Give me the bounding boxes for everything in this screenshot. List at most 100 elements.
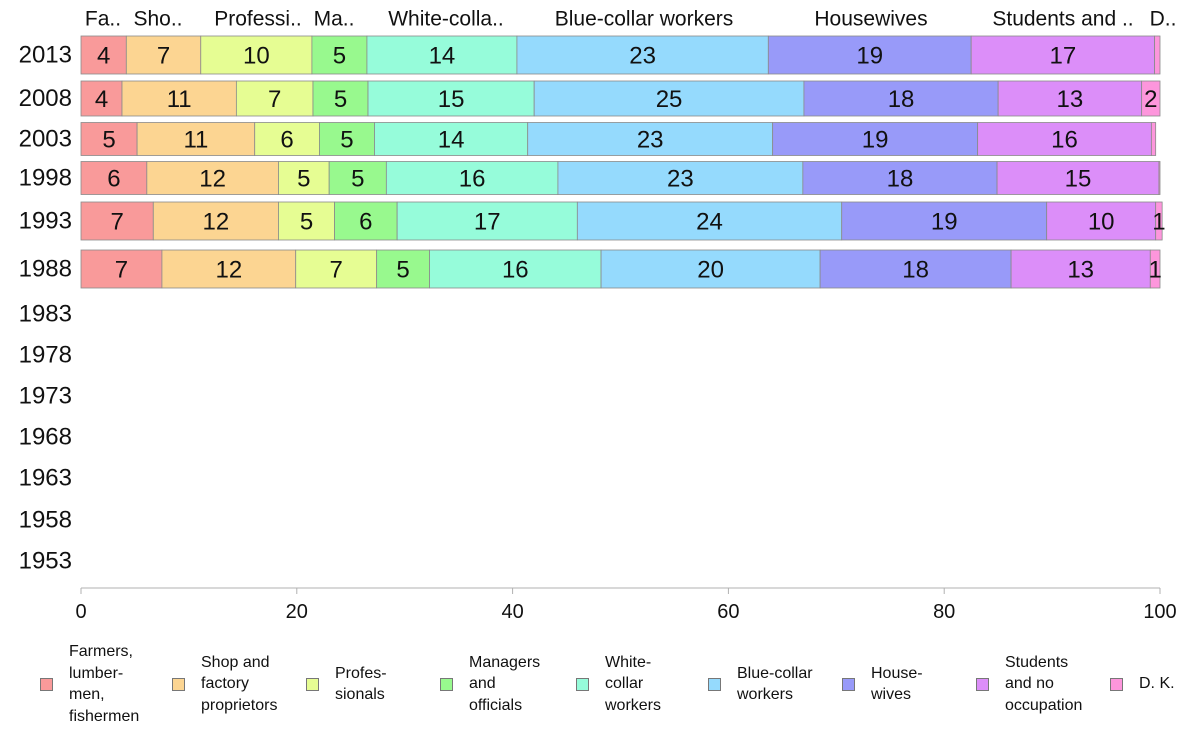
x-tick-label: 60 [717, 601, 739, 623]
bar-segment [80, 80, 123, 117]
data-label: 6 [107, 166, 120, 193]
bar-segment [819, 249, 1012, 289]
legend-swatch [172, 677, 185, 691]
data-label: 15 [438, 86, 465, 113]
legend-item: Blue-collar workers [708, 644, 813, 724]
bar-segment [516, 35, 769, 75]
bar-segment [367, 80, 535, 117]
bar-segment [396, 201, 578, 241]
bar-segment [319, 122, 375, 156]
data-label: 5 [297, 166, 310, 193]
y-tick-label: 1953 [19, 548, 72, 575]
bar-segment [1158, 161, 1161, 195]
data-label: 2 [1144, 86, 1157, 113]
y-tick-label: 1973 [19, 383, 72, 410]
legend-swatch [306, 677, 319, 691]
legend-item: Managers and officials [440, 644, 540, 724]
column-header: Housewives [814, 8, 927, 31]
bar-segment [328, 161, 387, 195]
bar-segment [997, 80, 1143, 117]
data-label: 7 [268, 86, 281, 113]
data-label: 18 [902, 257, 929, 284]
bar-segment [146, 161, 279, 195]
data-label: 5 [351, 166, 364, 193]
bar-segment [1150, 122, 1157, 156]
legend-swatch [976, 677, 989, 691]
legend-swatch [440, 677, 453, 691]
legend-swatch [40, 677, 53, 691]
x-tick-label: 20 [286, 601, 308, 623]
legend-swatch [576, 677, 589, 691]
data-label: 15 [1065, 166, 1092, 193]
data-label: 20 [697, 257, 724, 284]
data-label: 4 [95, 86, 108, 113]
bar-segment [429, 249, 602, 289]
legend-label: Shop and factory proprietors [201, 653, 278, 714]
y-tick-label: 1998 [19, 165, 72, 192]
legend-label: Blue-collar workers [737, 664, 813, 704]
data-label: 5 [102, 127, 115, 154]
bar-segment [1141, 80, 1161, 117]
bar-segment [80, 201, 154, 241]
column-header: Sho.. [133, 8, 182, 31]
bar-segment [278, 161, 330, 195]
column-header: Professi.. [214, 8, 302, 31]
bar-segment [385, 161, 559, 195]
bar-segment [278, 201, 335, 241]
data-label: 11 [167, 86, 192, 113]
bar-segment [80, 35, 127, 75]
bar-segment [977, 122, 1152, 156]
bar-segment [600, 249, 821, 289]
bar-segment [80, 161, 148, 195]
data-label: 19 [856, 43, 883, 70]
x-tick-label: 80 [933, 601, 955, 623]
data-label: 13 [1057, 86, 1084, 113]
y-tick-label: 2008 [19, 85, 72, 112]
data-label: 24 [696, 209, 723, 236]
bar-segment [254, 122, 320, 156]
legend-label: Profes- sionals [335, 664, 387, 704]
y-tick-label: 1963 [19, 465, 72, 492]
y-tick-label: 1968 [19, 424, 72, 451]
legend-label: White- collar workers [605, 653, 662, 714]
legend-label: D. K. [1139, 675, 1175, 693]
y-tick-label: 1958 [19, 507, 72, 534]
bar-segment [125, 35, 202, 75]
data-label: 13 [1067, 257, 1094, 284]
legend-label: Farmers, lumber- men, fishermen [69, 643, 140, 725]
x-tick-label: 40 [501, 601, 523, 623]
x-tick-label: 100 [1143, 601, 1176, 623]
legend: Farmers, lumber- men, fishermen Shop and … [0, 643, 1188, 725]
bar-segment [576, 201, 843, 241]
legend-label: Students and no occupation [1005, 653, 1083, 714]
data-label: 16 [459, 166, 486, 193]
data-label: 7 [330, 257, 343, 284]
data-label: 18 [887, 166, 914, 193]
data-label: 5 [334, 86, 347, 113]
data-label: 16 [1051, 127, 1078, 154]
bar-segment [772, 122, 979, 156]
data-label: 4 [97, 43, 110, 70]
column-header: Ma.. [314, 8, 355, 31]
bar-segment [136, 122, 256, 156]
legend-item: White- collar workers [576, 644, 661, 724]
column-header: Fa.. [85, 8, 121, 31]
y-tick-label: 1993 [19, 208, 72, 235]
legend-item: Shop and factory proprietors [172, 644, 277, 724]
legend-swatch [708, 677, 721, 691]
x-tick-label: 0 [75, 601, 86, 623]
column-header: Students and .. [992, 8, 1133, 31]
data-label: 11 [183, 127, 208, 154]
bar-segment [80, 122, 138, 156]
column-header: D.. [1150, 8, 1177, 31]
y-tick-label: 1978 [19, 342, 72, 369]
bar-segment [557, 161, 804, 195]
data-label: 12 [199, 166, 226, 193]
data-label: 19 [931, 209, 958, 236]
data-label: 14 [438, 127, 465, 154]
data-label: 5 [340, 127, 353, 154]
data-label: 23 [667, 166, 694, 193]
data-label: 5 [300, 209, 313, 236]
bar-segment [803, 80, 999, 117]
legend-item: Farmers, lumber- men, fishermen [40, 643, 140, 725]
